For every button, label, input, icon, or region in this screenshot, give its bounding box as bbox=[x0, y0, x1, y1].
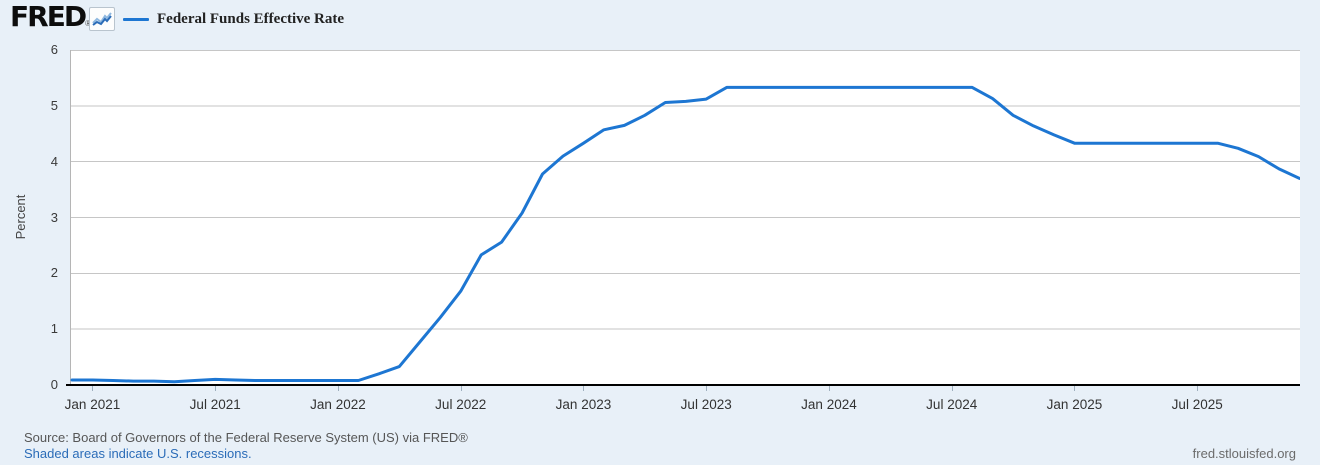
registered-mark: ® bbox=[85, 19, 91, 28]
plot-area[interactable] bbox=[70, 50, 1300, 385]
series-line-swatch bbox=[123, 18, 149, 21]
graph-header: FRED® Federal Funds Effective Rate bbox=[0, 0, 1320, 40]
fred-site-link[interactable]: fred.stlouisfed.org bbox=[1192, 446, 1296, 461]
y-tick-label-3: 3 bbox=[50, 209, 58, 225]
x-tick-mark bbox=[92, 386, 94, 391]
x-tick-label: Jul 2024 bbox=[926, 397, 978, 412]
x-tick-mark bbox=[460, 386, 462, 391]
line-chart[interactable] bbox=[70, 50, 1300, 385]
x-tick-label: Jul 2023 bbox=[680, 397, 732, 412]
x-tick-label: Jul 2022 bbox=[435, 397, 487, 412]
fred-logo-chart-icon bbox=[89, 7, 115, 31]
x-tick-mark bbox=[828, 386, 830, 391]
x-tick-mark bbox=[951, 386, 953, 391]
x-tick-mark bbox=[1197, 386, 1199, 391]
y-tick-label-4: 4 bbox=[50, 153, 58, 169]
x-tick-mark bbox=[215, 386, 217, 391]
x-tick-mark bbox=[337, 386, 339, 391]
legend: Federal Funds Effective Rate bbox=[123, 11, 344, 28]
y-tick-label-5: 5 bbox=[50, 97, 58, 113]
y-tick-label-6: 6 bbox=[50, 42, 58, 57]
recession-note-link[interactable]: Shaded areas indicate U.S. recessions. bbox=[24, 446, 252, 461]
series-title: Federal Funds Effective Rate bbox=[157, 11, 345, 27]
x-axis-line bbox=[66, 384, 1300, 386]
fred-logo[interactable]: FRED® bbox=[10, 2, 91, 32]
x-tick-label: Jan 2021 bbox=[64, 397, 121, 412]
x-tick-label: Jan 2023 bbox=[555, 397, 612, 412]
y-tick-label-0: 0 bbox=[50, 377, 58, 392]
x-tick-mark bbox=[583, 386, 585, 391]
x-tick-label: Jan 2025 bbox=[1046, 397, 1103, 412]
x-tick-label: Jan 2022 bbox=[310, 397, 366, 412]
y-tick-label-2: 2 bbox=[50, 265, 58, 281]
y-tick-label-1: 1 bbox=[50, 321, 58, 337]
x-tick-label: Jul 2021 bbox=[189, 397, 241, 412]
x-tick-mark bbox=[1074, 386, 1076, 391]
x-tick-label: Jan 2024 bbox=[801, 397, 857, 412]
x-tick-label: Jul 2025 bbox=[1171, 397, 1223, 412]
x-tick-mark bbox=[706, 386, 708, 391]
fred-logo-text: FRED bbox=[10, 0, 87, 33]
source-attribution: Source: Board of Governors of the Federa… bbox=[24, 430, 468, 445]
